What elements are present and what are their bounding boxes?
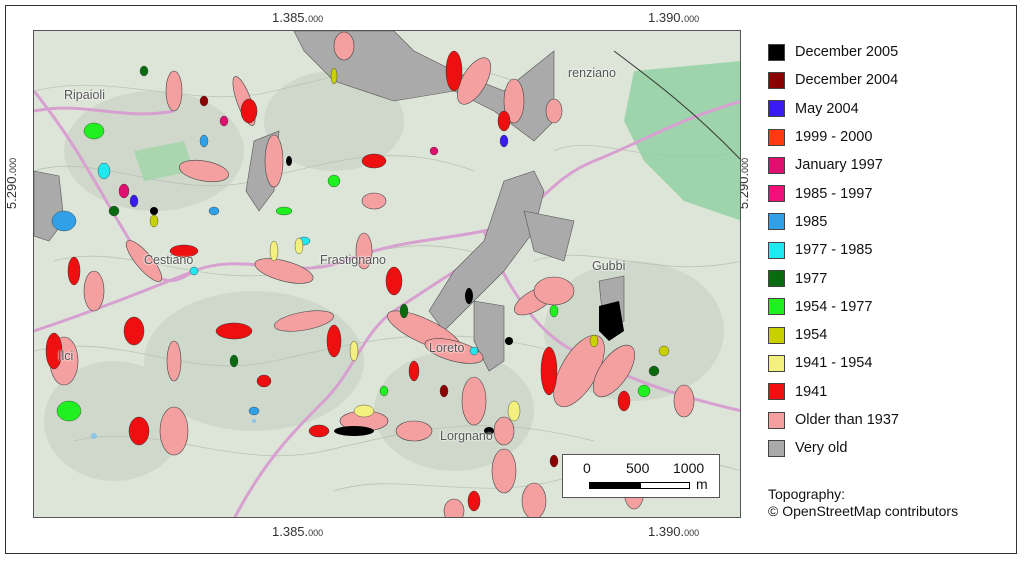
legend-swatch [768, 128, 785, 146]
scale-unit: m [696, 476, 708, 492]
map-legend: December 2005 December 2004 May 2004 1999 -… [768, 38, 1008, 462]
legend-item: Very old [768, 434, 1008, 462]
landslides-1941 [45, 50, 631, 512]
legend-swatch [768, 411, 785, 429]
legend-label: 1977 - 1985 [795, 242, 873, 259]
legend-label: 1985 [795, 213, 828, 230]
legend-label: December 2005 [795, 44, 899, 61]
legend-item: 1941 - 1954 [768, 349, 1008, 377]
legend-item: January 1997 [768, 151, 1008, 179]
place-label: Gubbi [592, 259, 626, 273]
scattered-landslides [51, 65, 670, 468]
scale-tick-label: 1000 [673, 460, 705, 476]
legend-swatch [768, 100, 785, 118]
legend-item: 1954 [768, 321, 1008, 349]
place-label: Loreto [429, 341, 465, 355]
legend-label: 1977 [795, 270, 828, 287]
coord-bottom-left: 1.385.000 [272, 524, 324, 539]
legend-swatch [768, 354, 785, 372]
attribution: Topography: © OpenStreetMap contributors [768, 486, 958, 520]
legend-label: Very old [795, 440, 848, 457]
place-label: Ilci [58, 349, 74, 363]
coord-top-right: 1.390.000 [648, 10, 700, 25]
legend-label: 1941 [795, 383, 828, 400]
legend-item: 1999 - 2000 [768, 123, 1008, 151]
legend-item: 1977 [768, 264, 1008, 292]
figure-frame [5, 5, 1017, 554]
legend-swatch [768, 439, 785, 457]
water-features [91, 419, 256, 439]
place-label: Ripaioli [64, 88, 105, 102]
legend-swatch [768, 185, 785, 203]
legend-label: May 2004 [795, 100, 859, 117]
boundary-line [613, 50, 740, 160]
place-label: Lorgnano [440, 429, 493, 443]
legend-item: 1985 [768, 208, 1008, 236]
coord-bottom-right: 1.390.000 [648, 524, 700, 539]
legend-swatch [768, 71, 785, 89]
older-landslides [49, 31, 695, 517]
legend-item: 1954 - 1977 [768, 293, 1008, 321]
scale-segment-empty [640, 482, 690, 489]
coord-left: 5.290.000 [4, 157, 20, 210]
coord-top-left: 1.385.000 [272, 10, 324, 25]
legend-swatch [768, 326, 785, 344]
attribution-line: Topography: [768, 486, 846, 502]
legend-label: 1954 - 1977 [795, 298, 873, 315]
scale-bar: 0 500 1000 m [562, 454, 720, 498]
place-label: Frastignano [320, 253, 387, 267]
legend-item: Older than 1937 [768, 406, 1008, 434]
attribution-line: © OpenStreetMap contributors [768, 503, 959, 519]
legend-label: December 2004 [795, 72, 899, 89]
legend-label: Older than 1937 [795, 412, 899, 428]
legend-item: May 2004 [768, 95, 1008, 123]
scale-segment-filled [589, 482, 641, 489]
legend-item: 1977 - 1985 [768, 236, 1008, 264]
legend-swatch [768, 213, 785, 231]
legend-item: 1941 [768, 378, 1008, 406]
place-label: Cestiano [144, 253, 194, 267]
legend-swatch [768, 270, 785, 288]
legend-item: December 2004 [768, 66, 1008, 94]
legend-label: 1985 - 1997 [795, 185, 873, 202]
legend-label: January 1997 [795, 157, 883, 174]
legend-swatch [768, 156, 785, 174]
landslides-2005 [150, 156, 624, 436]
legend-label: 1941 - 1954 [795, 355, 873, 372]
legend-swatch [768, 241, 785, 259]
legend-swatch [768, 298, 785, 316]
map-canvas [34, 31, 740, 517]
legend-item: December 2005 [768, 38, 1008, 66]
landslide-map[interactable]: Ripaioli Cestiano Frastignano Ilci Loret… [33, 30, 741, 518]
legend-swatch [768, 43, 785, 61]
place-label: renziano [568, 66, 616, 80]
legend-swatch [768, 383, 785, 401]
forest-area [624, 61, 740, 221]
legend-label: 1954 [795, 327, 828, 344]
legend-item: 1985 - 1997 [768, 179, 1008, 207]
scale-tick-label: 500 [626, 460, 650, 476]
legend-label: 1999 - 2000 [795, 129, 873, 146]
scale-tick-label: 0 [583, 460, 591, 476]
forest-patch [134, 141, 194, 181]
